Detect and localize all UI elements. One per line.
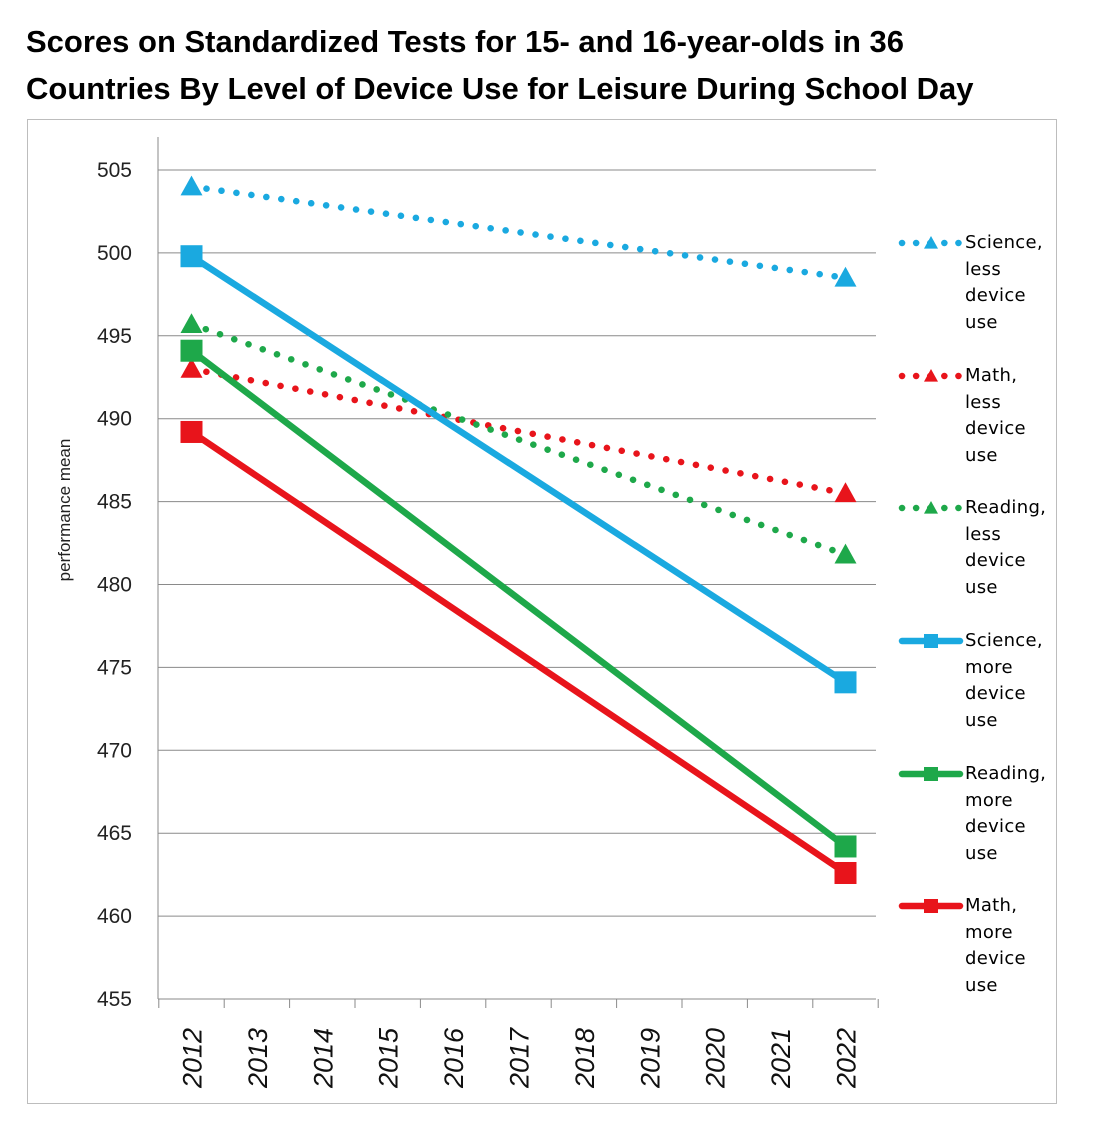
y-tick-label: 485 <box>97 491 132 514</box>
data-point-triangle <box>180 357 203 378</box>
x-tick-label: 2014 <box>308 1028 338 1089</box>
y-tick-label: 455 <box>97 988 132 1011</box>
data-point-square <box>834 835 857 858</box>
legend-label: Science, less device use <box>965 232 1043 333</box>
data-point-triangle <box>180 313 203 333</box>
chart-title-line-2: Countries By Level of Device Use for Lei… <box>26 71 974 106</box>
data-point-triangle <box>834 482 857 503</box>
series-line-4 <box>188 347 849 850</box>
data-point-square <box>834 671 857 694</box>
y-tick-label: 475 <box>97 656 132 679</box>
x-tick-label: 2019 <box>635 1028 665 1089</box>
y-tick-label: 505 <box>97 159 132 182</box>
legend-swatch <box>898 767 964 781</box>
x-tick-label: 2012 <box>178 1028 208 1089</box>
y-tick-label: 490 <box>97 408 132 431</box>
chart-frame <box>27 119 1057 1104</box>
axes: 455 460 465 470 475 480 485 490 495 500 505 2012 201… <box>97 137 879 1089</box>
y-tick-label: 465 <box>97 822 132 845</box>
series-line-1 <box>188 365 849 497</box>
data-point-triangle <box>924 501 938 514</box>
legend-label: Math, more device use <box>965 895 1026 996</box>
y-tick-label: 460 <box>97 905 132 928</box>
data-point-triangle <box>834 543 857 564</box>
series-lines <box>188 183 849 877</box>
series-line-2 <box>188 320 849 558</box>
y-tick-label: 500 <box>97 242 132 265</box>
legend-label: Reading, less device use <box>965 497 1047 598</box>
x-tick-label: 2020 <box>701 1028 731 1089</box>
data-point-square <box>924 634 938 648</box>
series-line-0 <box>188 183 849 282</box>
data-point-square <box>180 420 203 443</box>
legend-swatch <box>898 501 964 514</box>
x-tick-label: 2022 <box>832 1028 862 1089</box>
legend-swatch <box>898 369 964 382</box>
x-tick-label: 2016 <box>439 1027 469 1089</box>
x-tick-label: 2013 <box>243 1028 273 1089</box>
series-line-5 <box>188 428 849 877</box>
legend-label: Reading, more device use <box>965 763 1047 864</box>
legend-swatch <box>898 634 964 648</box>
x-tick-label: 2021 <box>766 1028 796 1089</box>
data-point-triangle <box>180 175 203 196</box>
data-point-square <box>924 899 938 913</box>
legend-label: Math, less device use <box>965 365 1026 466</box>
x-tick-label: 2015 <box>374 1027 404 1089</box>
data-point-triangle <box>834 266 857 287</box>
series-line-3 <box>188 252 849 686</box>
y-axis-label: performance mean <box>55 439 74 582</box>
x-tick-label: 2018 <box>570 1028 600 1089</box>
legend-label: Science, more device use <box>965 630 1043 731</box>
y-tick-label: 470 <box>97 739 132 762</box>
legend-swatch <box>898 236 964 249</box>
series-markers <box>180 175 857 884</box>
legend-swatch <box>898 899 964 913</box>
x-tick-label: 2017 <box>505 1027 535 1089</box>
y-tick-label: 495 <box>97 325 132 348</box>
data-point-triangle <box>924 369 938 382</box>
chart-title: Scores on Standardized Tests for 15- and… <box>26 18 1096 112</box>
data-point-square <box>180 339 203 362</box>
data-point-square <box>834 861 857 884</box>
data-point-square <box>924 767 938 781</box>
chart-title-line-1: Scores on Standardized Tests for 15- and… <box>26 24 905 59</box>
y-tick-label: 480 <box>97 574 132 597</box>
gridlines <box>158 169 876 1000</box>
data-point-square <box>180 245 203 268</box>
data-point-triangle <box>924 236 938 249</box>
